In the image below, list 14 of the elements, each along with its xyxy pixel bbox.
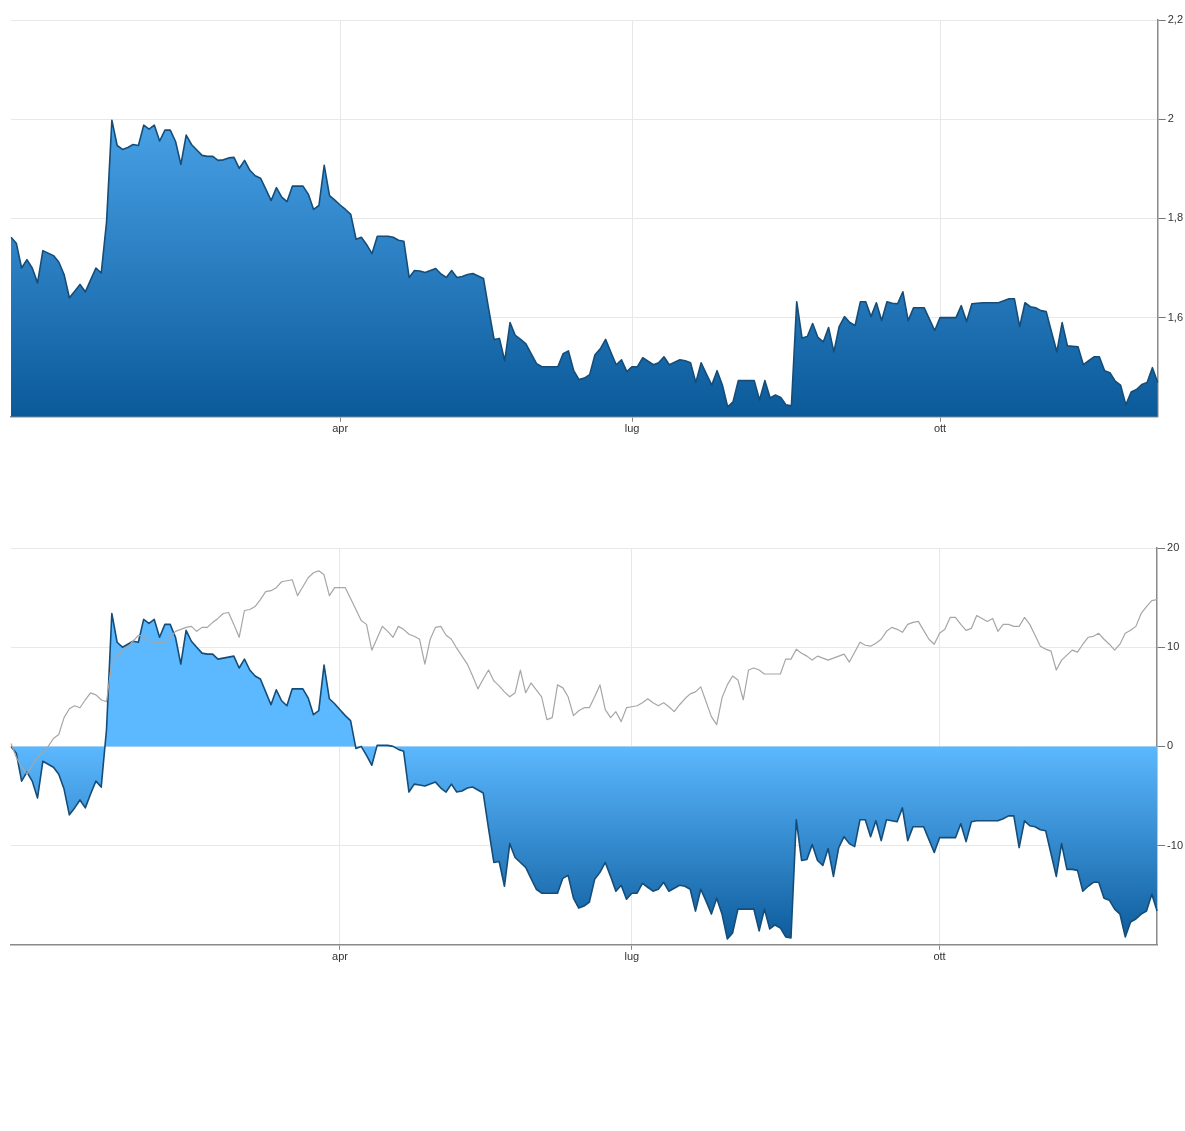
y-tick-label: 20 xyxy=(1167,541,1180,554)
y-tick-label: 2 xyxy=(1167,112,1174,125)
x-tick-label: apr xyxy=(332,950,349,963)
x-tick-label: lug xyxy=(624,950,640,963)
x-tick-label: ott xyxy=(933,422,947,435)
y-tick-label: 10 xyxy=(1167,640,1180,653)
y-tick-label: -10 xyxy=(1167,838,1184,851)
y-tick-label: 1,8 xyxy=(1167,211,1184,224)
y-tick-label: 1,6 xyxy=(1167,310,1184,323)
x-tick-label: ott xyxy=(933,950,946,963)
x-tick-label: lug xyxy=(624,422,640,435)
y-tick-label: 2,2 xyxy=(1167,13,1184,26)
y-tick-label: 0 xyxy=(1167,739,1174,752)
x-tick-label: apr xyxy=(332,422,349,435)
